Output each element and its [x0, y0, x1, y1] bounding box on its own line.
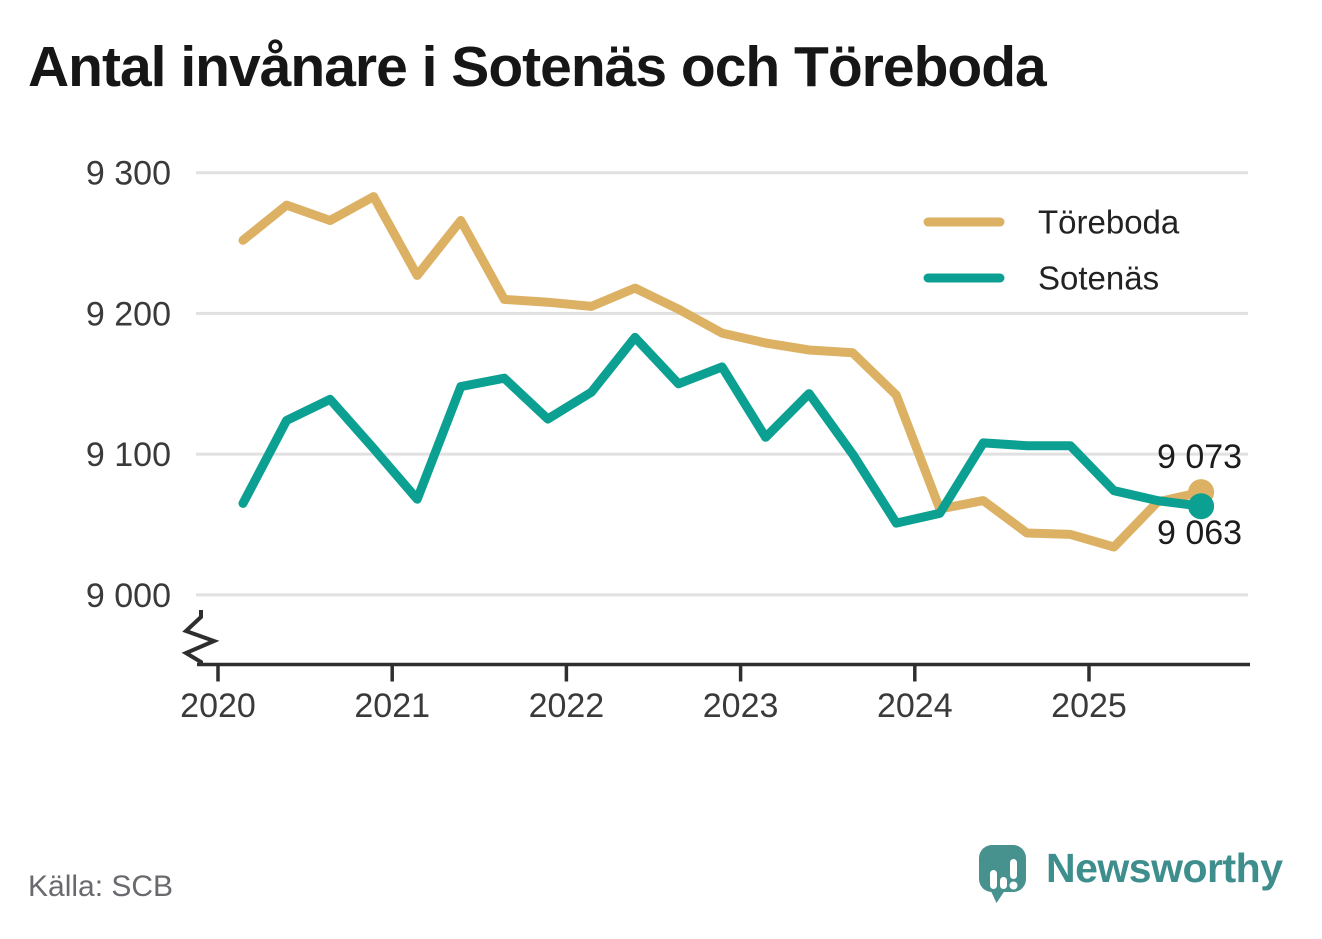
end-dot-sotenäs	[1188, 493, 1215, 520]
end-value-label-sotenäs: 9 063	[1157, 514, 1242, 552]
y-axis-label-9000: 9 000	[86, 577, 171, 615]
newsworthy-logo: Newsworthy	[978, 843, 1283, 905]
chart-title: Antal invånare i Sotenäs och Töreboda	[28, 35, 1047, 99]
x-axis-label-2023: 2023	[703, 687, 779, 725]
y-axis-label-9200: 9 200	[86, 295, 171, 333]
source-note: Källa: SCB	[28, 870, 174, 903]
logo-bubble-tail	[989, 887, 1007, 903]
logo-exclamation-dot	[1009, 881, 1018, 890]
x-axis-label-2025: 2025	[1051, 687, 1127, 725]
newsworthy-logo-icon	[979, 845, 1026, 903]
logo-bar-1	[990, 870, 997, 889]
newsworthy-logo-text: Newsworthy	[1046, 845, 1283, 891]
line-sotenäs	[238, 332, 1206, 528]
legend-label-sotenäs: Sotenäs	[1038, 260, 1159, 297]
x-axis-label-2022: 2022	[529, 687, 605, 725]
y-axis-label-9300: 9 300	[86, 155, 171, 193]
y-axis-break-mark	[181, 610, 220, 666]
logo-exclamation-bar	[1010, 859, 1017, 879]
legend-label-töreboda: Töreboda	[1038, 204, 1180, 241]
end-value-label-töreboda: 9 073	[1157, 438, 1242, 476]
x-axis-label-2020: 2020	[180, 687, 256, 725]
x-axis-label-2021: 2021	[354, 687, 430, 725]
line-töreboda	[238, 192, 1206, 552]
y-axis-label-9100: 9 100	[86, 436, 171, 474]
logo-bar-2	[1000, 877, 1007, 889]
x-axis-label-2024: 2024	[877, 687, 953, 725]
